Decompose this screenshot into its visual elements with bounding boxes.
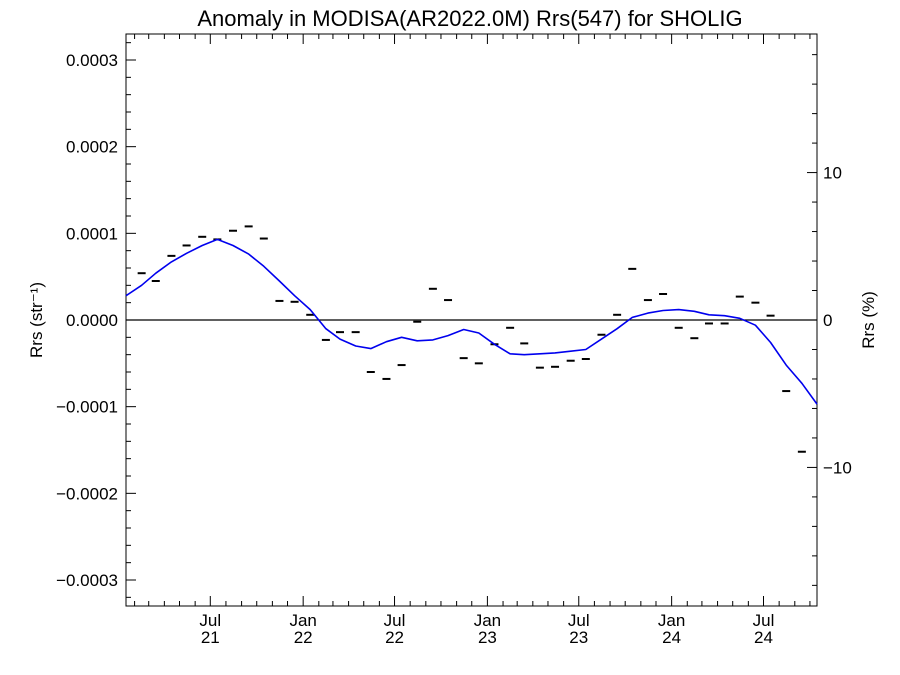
y-tick-label-left: 0.0003 bbox=[66, 51, 118, 70]
y-tick-label-right: 0 bbox=[823, 311, 832, 330]
x-tick-label-month: Jan bbox=[289, 611, 316, 630]
y-tick-label-left: −0.0002 bbox=[56, 484, 118, 503]
x-tick-label-month: Jan bbox=[474, 611, 501, 630]
y-tick-label-right: −10 bbox=[823, 458, 852, 477]
x-tick-label-year: 24 bbox=[662, 628, 681, 647]
plot-area: 0.0003 0.0002 0.0001 0.0000 −0.0001 −0.0002 −0… bbox=[56, 33, 852, 647]
x-tick-label-month: Jul bbox=[199, 611, 221, 630]
y-tick-label-left: 0.0001 bbox=[66, 224, 118, 243]
x-tick-label-year: 23 bbox=[478, 628, 497, 647]
y-tick-label-left: −0.0001 bbox=[56, 398, 118, 417]
x-tick-label-month: Jan bbox=[658, 611, 685, 630]
y-axis-label-left: Rrs (str⁻¹) bbox=[27, 282, 46, 358]
y-tick-label-left: −0.0003 bbox=[56, 571, 118, 590]
y-tick-label-right: 10 bbox=[823, 164, 842, 183]
x-tick-label-month: Jul bbox=[568, 611, 590, 630]
x-tick-label-year: 22 bbox=[385, 628, 404, 647]
y-tick-label-left: 0.0002 bbox=[66, 138, 118, 157]
x-tick-label-year: 23 bbox=[569, 628, 588, 647]
y-tick-label-left: 0.0000 bbox=[66, 311, 118, 330]
x-tick-label-month: Jul bbox=[753, 611, 775, 630]
smoothed-anomaly-line bbox=[125, 238, 818, 405]
x-tick-label-year: 22 bbox=[294, 628, 313, 647]
x-tick-label-month: Jul bbox=[384, 611, 406, 630]
x-tick-label-year: 24 bbox=[754, 628, 773, 647]
x-tick-label-year: 21 bbox=[201, 628, 220, 647]
chart-title: Anomaly in MODISA(AR2022.0M) Rrs(547) fo… bbox=[197, 6, 742, 31]
y-axis-label-right: Rrs (%) bbox=[859, 291, 878, 349]
